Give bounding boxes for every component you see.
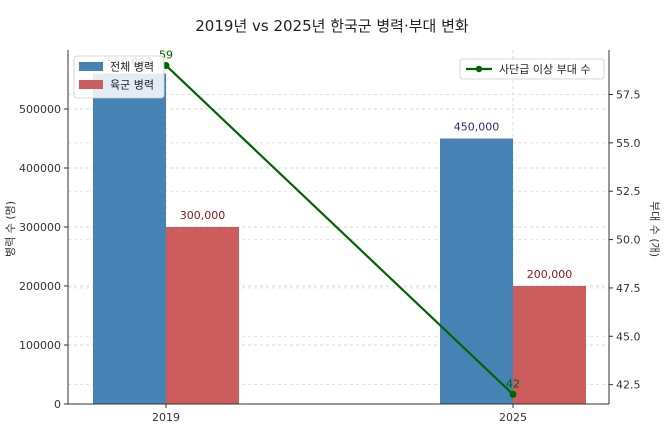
y-right-tick-label: 55.0 [616, 137, 641, 150]
y-right-tick-label: 45.0 [616, 330, 641, 343]
y-right-tick-label: 50.0 [616, 234, 641, 247]
bar-army-2025 [513, 286, 586, 404]
legend-swatch-total [79, 62, 103, 71]
chart-title: 2019년 vs 2025년 한국군 병력·부대 변화 [195, 17, 469, 35]
y-axis-left-title: 병력 수 (명) [4, 201, 17, 257]
legend-label-total: 전체 병력 [110, 61, 154, 74]
y-right-tick-label: 57.5 [616, 88, 641, 101]
x-tick-label-2025: 2025 [499, 411, 527, 424]
x-tick-label-2019: 2019 [152, 411, 180, 424]
data-label-army-2025: 200,000 [527, 268, 573, 281]
y-axis-right-title: 부대 수 (개) [648, 201, 661, 257]
data-label-army-2019: 300,000 [180, 209, 226, 222]
legend-marker-unit-count [475, 65, 483, 73]
data-label-unit-count-2025: 42 [506, 377, 520, 390]
y-right-tick-label: 52.5 [616, 185, 641, 198]
y-left-tick-label: 300000 [19, 221, 61, 234]
y-left-tick-label: 500000 [19, 103, 61, 116]
y-left-tick-label: 0 [54, 398, 61, 411]
y-left-tick-label: 100000 [19, 339, 61, 352]
line-unit-count [165, 64, 514, 396]
point-unit-count-2025 [509, 390, 517, 398]
bar-total-2019 [93, 73, 166, 404]
data-label-total-2025: 450,000 [454, 121, 500, 134]
y-right-tick-label: 47.5 [616, 282, 641, 295]
axes: 0 100000 200000 300000 400000 500000 42.5 45.0 4… [19, 50, 641, 424]
y-right-tick-label: 42.5 [616, 379, 641, 392]
y-left-tick-label: 400000 [19, 162, 61, 175]
legend-label-unit-count: 사단급 이상 부대 수 [499, 63, 590, 76]
bar-total-2025 [440, 138, 513, 404]
legend-swatch-army [79, 80, 103, 89]
legend-label-army: 육군 병력 [110, 79, 154, 92]
legend-line-box [459, 58, 605, 80]
y-left-tick-label: 200000 [19, 280, 61, 293]
bar-army-2019 [166, 227, 239, 404]
legend-line: 사단급 이상 부대 수 [459, 58, 605, 80]
bars [93, 73, 586, 404]
